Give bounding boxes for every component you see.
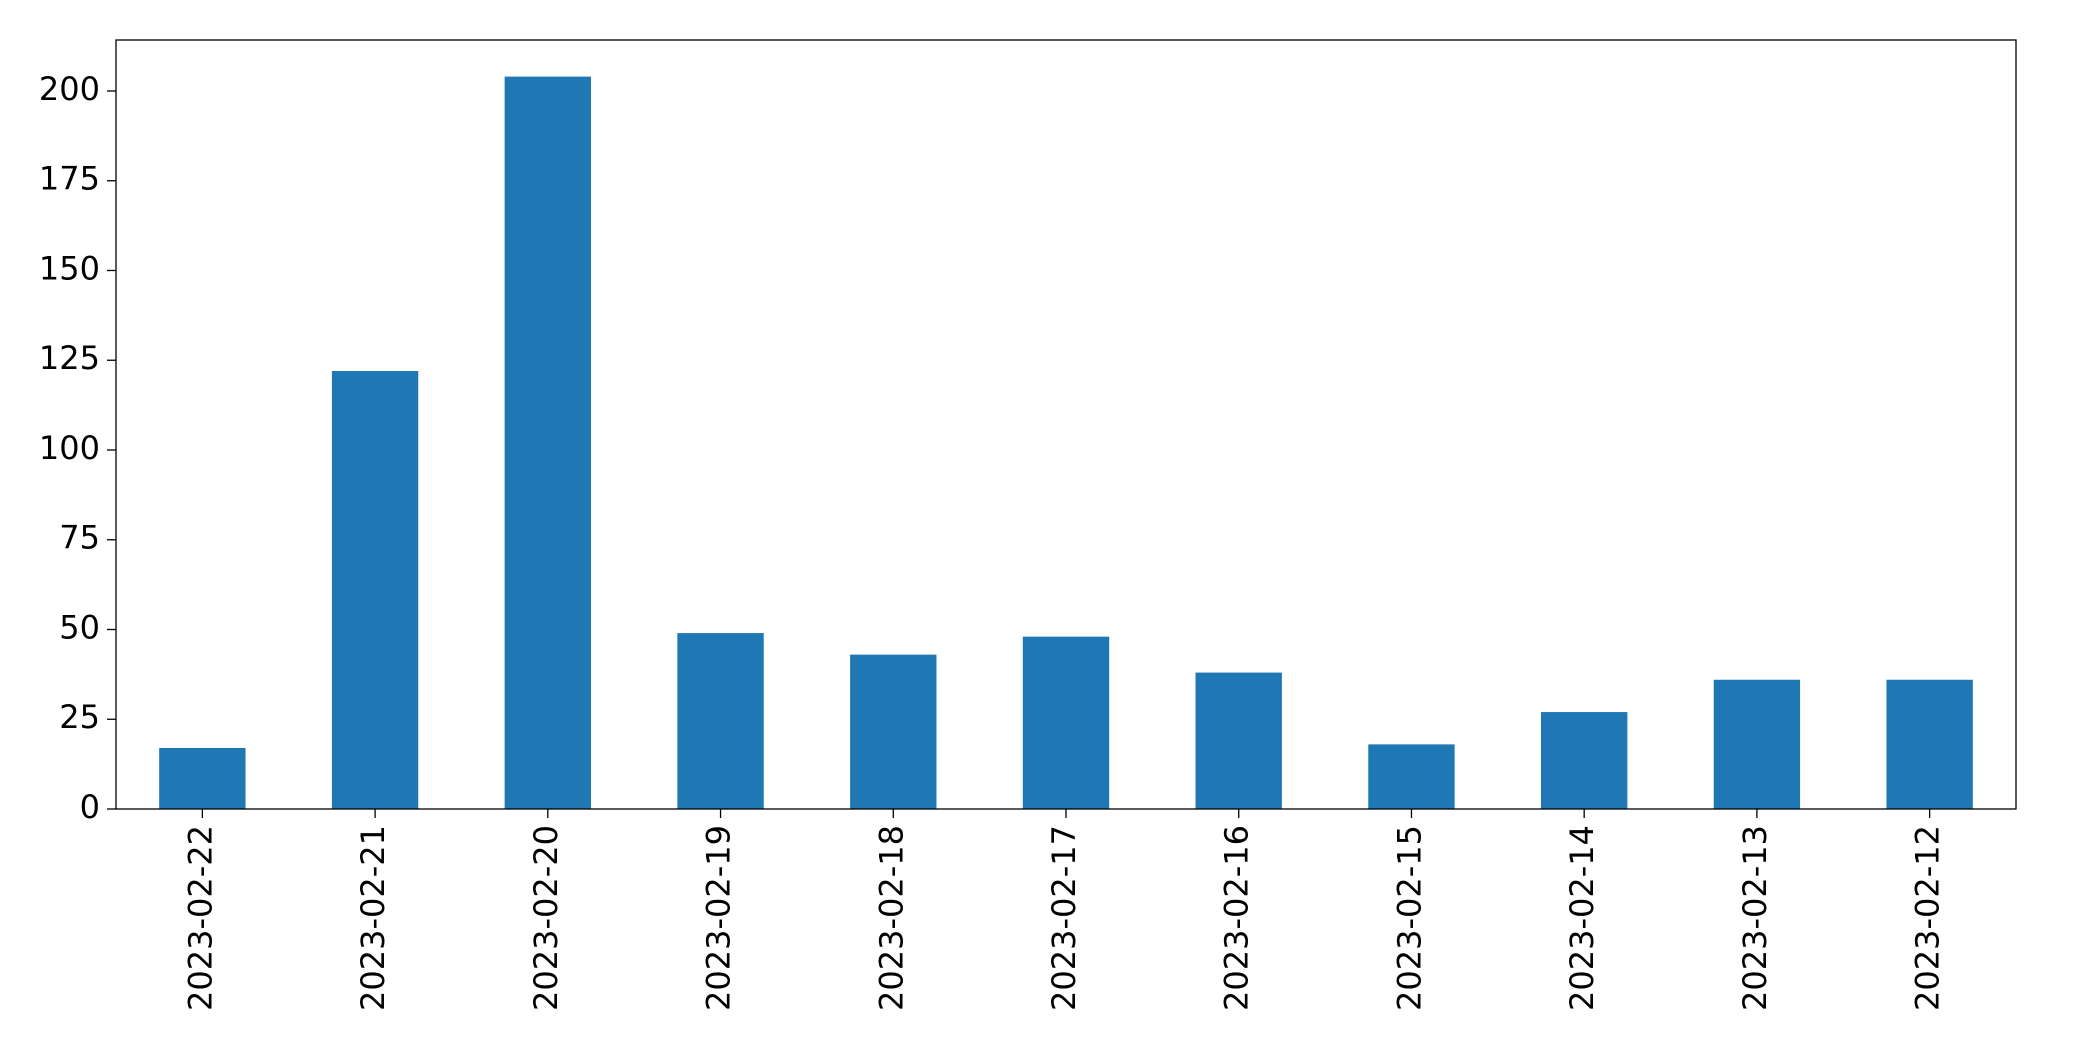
bar	[504, 76, 591, 810]
bar	[331, 371, 419, 809]
x-tick-label: 2023-02-19	[700, 825, 738, 1011]
x-tick-label: 2023-02-13	[1736, 825, 1774, 1011]
x-tick-label: 2023-02-16	[1218, 825, 1256, 1011]
bar	[1195, 672, 1282, 809]
x-tick-label: 2023-02-20	[527, 825, 565, 1011]
y-tick-label: 200	[39, 70, 100, 108]
bar	[1713, 679, 1801, 809]
bar	[1368, 744, 1455, 809]
x-tick-label: 2023-02-17	[1045, 825, 1083, 1011]
y-tick-label: 175	[39, 160, 100, 198]
y-tick-label: 150	[39, 249, 100, 287]
x-tick-label: 2023-02-21	[354, 825, 392, 1011]
x-tick-label: 2023-02-22	[181, 825, 219, 1011]
y-tick-label: 75	[59, 519, 100, 557]
y-tick-label: 100	[39, 429, 100, 467]
plot-frame	[115, 39, 2017, 810]
bar	[1886, 679, 1973, 809]
y-tick-label: 0	[80, 788, 100, 826]
x-tick-label: 2023-02-15	[1390, 825, 1428, 1011]
x-tick-label: 2023-02-12	[1909, 825, 1947, 1011]
bar	[677, 633, 764, 809]
bar	[159, 747, 246, 809]
bar	[1541, 712, 1628, 809]
y-tick-label: 50	[59, 608, 100, 646]
bar	[1022, 636, 1110, 809]
x-tick-label: 2023-02-14	[1563, 825, 1601, 1011]
y-tick-label: 25	[59, 698, 100, 736]
y-tick-label: 125	[39, 339, 100, 377]
bar	[850, 654, 937, 809]
x-tick-label: 2023-02-18	[872, 825, 910, 1011]
